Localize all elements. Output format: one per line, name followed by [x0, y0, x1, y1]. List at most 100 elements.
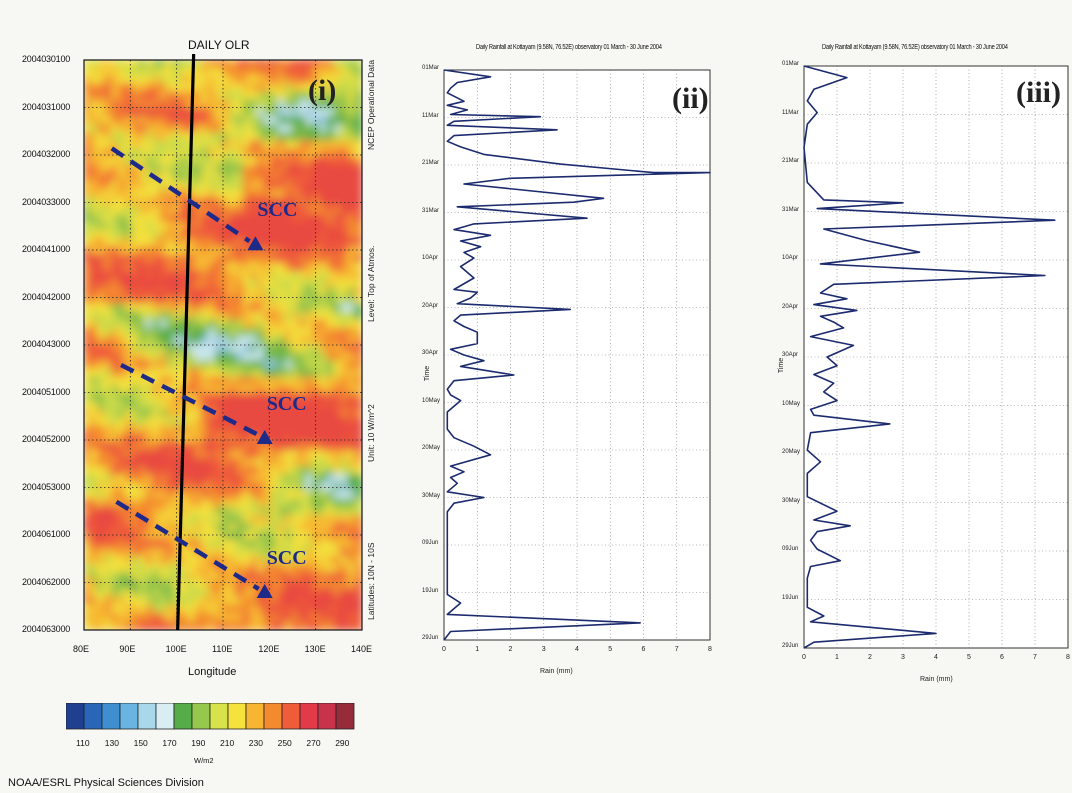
- rain-gridlines: [804, 66, 1068, 648]
- rain-y-tick-label: 30May: [782, 497, 801, 504]
- colorbar-unit: W/m2: [194, 756, 214, 765]
- colorbar-swatch: [281, 703, 301, 730]
- rain-x-tick-label: 1: [835, 654, 839, 661]
- colorbar-swatch: [191, 703, 211, 730]
- colorbar-swatch: [245, 703, 265, 730]
- rain-x-tick-label: 3: [541, 646, 546, 653]
- colorbar-tick: 170: [162, 738, 177, 748]
- colorbar-swatch: [137, 703, 157, 730]
- hov-y-tick-label: 2004041000: [22, 244, 71, 254]
- rain-y-tick-label: 31Mar: [782, 206, 800, 213]
- rain-y-tick-label: 30Apr: [782, 352, 799, 358]
- rain-y-tick-label: 11Mar: [422, 112, 439, 119]
- hov-y-tick-label: 2004042000: [22, 291, 71, 302]
- rain-y-tick-label: 20Apr: [422, 302, 439, 309]
- rain-y-tick-label: 01Mar: [422, 65, 440, 71]
- colorbar-swatch: [155, 703, 175, 730]
- scc-label: SCC: [266, 546, 307, 569]
- hov-y-tick-label: 2004033000: [22, 196, 71, 207]
- rain-iii-x-title: Rain (mm): [920, 676, 953, 683]
- colorbar-swatch: [335, 703, 355, 730]
- rain-ii-plot: [443, 69, 711, 641]
- hov-side-label: Latitudes: 10N - 10S: [366, 542, 376, 621]
- hov-y-tick-label: 2004062000: [22, 576, 71, 587]
- olr-hovmoller-panel: DAILY OLR 2004030100 2004031000 2004032000…: [0, 0, 380, 793]
- rain-y-tick-label: 29Jun: [422, 635, 439, 641]
- scc-triangle-marker: [256, 430, 273, 445]
- rain-series-line: [443, 69, 711, 641]
- panel-tag-iii: (iii): [1016, 76, 1061, 109]
- hov-y-tick-label: 2004051000: [22, 386, 71, 397]
- panel-tag-i: (i): [308, 74, 337, 107]
- rainfall-panel-ii: Daily Rainfall at Kottayam (9.58N, 76.52…: [400, 0, 740, 793]
- rain-y-tick-label: 10Apr: [422, 255, 439, 261]
- rain-iii-plot: [803, 65, 1069, 649]
- hov-gridlines: [84, 60, 362, 630]
- rainfall-panel-iii: Daily Rainfall at Kottayam (9.58N, 76.52…: [778, 0, 1072, 793]
- rain-x-tick-label: 7: [674, 646, 679, 653]
- hov-y-tick-label: 2004053000: [22, 481, 71, 492]
- olr-colorbar: [66, 703, 355, 730]
- scc-dashed-line: [120, 362, 260, 438]
- colorbar-tick: 290: [335, 738, 350, 748]
- rain-y-tick-label: 21Mar: [422, 160, 440, 166]
- colorbar-swatch: [317, 703, 337, 730]
- colorbar-swatch: [119, 703, 139, 730]
- rain-y-tick-label: 20May: [422, 445, 441, 451]
- rain-iii-y-title: Time: [778, 357, 786, 374]
- rain-y-tick-label: 10May: [782, 400, 801, 407]
- rain-series-line: [803, 65, 1056, 649]
- colorbar-tick: 190: [191, 738, 206, 748]
- hov-x-tick-label: 120E: [258, 644, 280, 654]
- colorbar-tick: 210: [220, 738, 235, 748]
- rain-x-tick-label: 8: [1066, 654, 1070, 661]
- colorbar-tick: 130: [104, 738, 119, 748]
- hov-x-axis-title: Longitude: [188, 666, 237, 678]
- colorbar-swatch: [209, 703, 229, 730]
- rain-x-tick-label: 2: [868, 654, 872, 661]
- rain-y-tick-label: 19Jun: [422, 587, 439, 594]
- hov-x-tick-label: 90E: [119, 644, 136, 654]
- scc-triangle-marker: [256, 583, 273, 598]
- rain-y-tick-label: 19Jun: [782, 594, 799, 601]
- scc-dashed-line: [115, 499, 260, 591]
- colorbar-swatch: [299, 703, 319, 730]
- hov-y-tick-label: 2004061000: [22, 529, 71, 539]
- rain-ii-y-title: Time: [424, 365, 432, 382]
- rain-y-tick-label: 09Jun: [782, 546, 799, 552]
- rain-y-tick-label: 10May: [422, 397, 441, 404]
- rain-y-tick-label: 20Apr: [782, 303, 799, 310]
- rain-y-tick-label: 31Mar: [422, 207, 440, 214]
- rain-iii-title: Daily Rainfall at Kottayam (9.58N, 76.52…: [822, 44, 1008, 51]
- hov-x-tick-label: 140E: [351, 644, 373, 654]
- rain-x-tick-label: 1: [475, 646, 480, 653]
- colorbar-swatch: [227, 703, 247, 730]
- rain-y-tick-label: 29Jun: [782, 643, 799, 649]
- hov-side-label: Level: Top of Atmos.: [366, 245, 376, 322]
- hov-y-tick-label: 2004032000: [22, 149, 71, 159]
- rain-x-tick-label: 0: [442, 646, 446, 653]
- scc-label: SCC: [266, 393, 307, 416]
- rain-x-tick-label: 5: [967, 654, 971, 661]
- colorbar-tick: 230: [248, 738, 263, 748]
- reference-meridian-line: [176, 53, 196, 631]
- rain-y-tick-label: 01Mar: [782, 61, 800, 67]
- hov-x-tick-label: 130E: [304, 644, 326, 654]
- scc-label: SCC: [257, 199, 298, 222]
- rain-x-tick-label: 7: [1033, 654, 1037, 661]
- colorbar-tick: 110: [76, 738, 90, 748]
- scc-dashed-line: [110, 146, 251, 244]
- hov-title: DAILY OLR: [188, 38, 250, 52]
- hov-side-label: Unit: 10 W/m^2: [366, 404, 376, 462]
- credit-text: NOAA/ESRL Physical Sciences Division: [8, 777, 204, 789]
- colorbar-tick: 270: [306, 738, 321, 748]
- rain-y-tick-label: 11Mar: [782, 109, 799, 116]
- hov-y-tick-label: 2004043000: [22, 339, 71, 349]
- hov-x-tick-label: 110E: [212, 644, 233, 654]
- rain-x-tick-label: 5: [608, 646, 613, 653]
- colorbar-swatch: [83, 703, 103, 730]
- colorbar-swatch: [263, 703, 283, 730]
- rain-x-tick-label: 4: [934, 654, 938, 661]
- colorbar-swatch: [173, 703, 193, 730]
- hov-frame: [83, 59, 363, 631]
